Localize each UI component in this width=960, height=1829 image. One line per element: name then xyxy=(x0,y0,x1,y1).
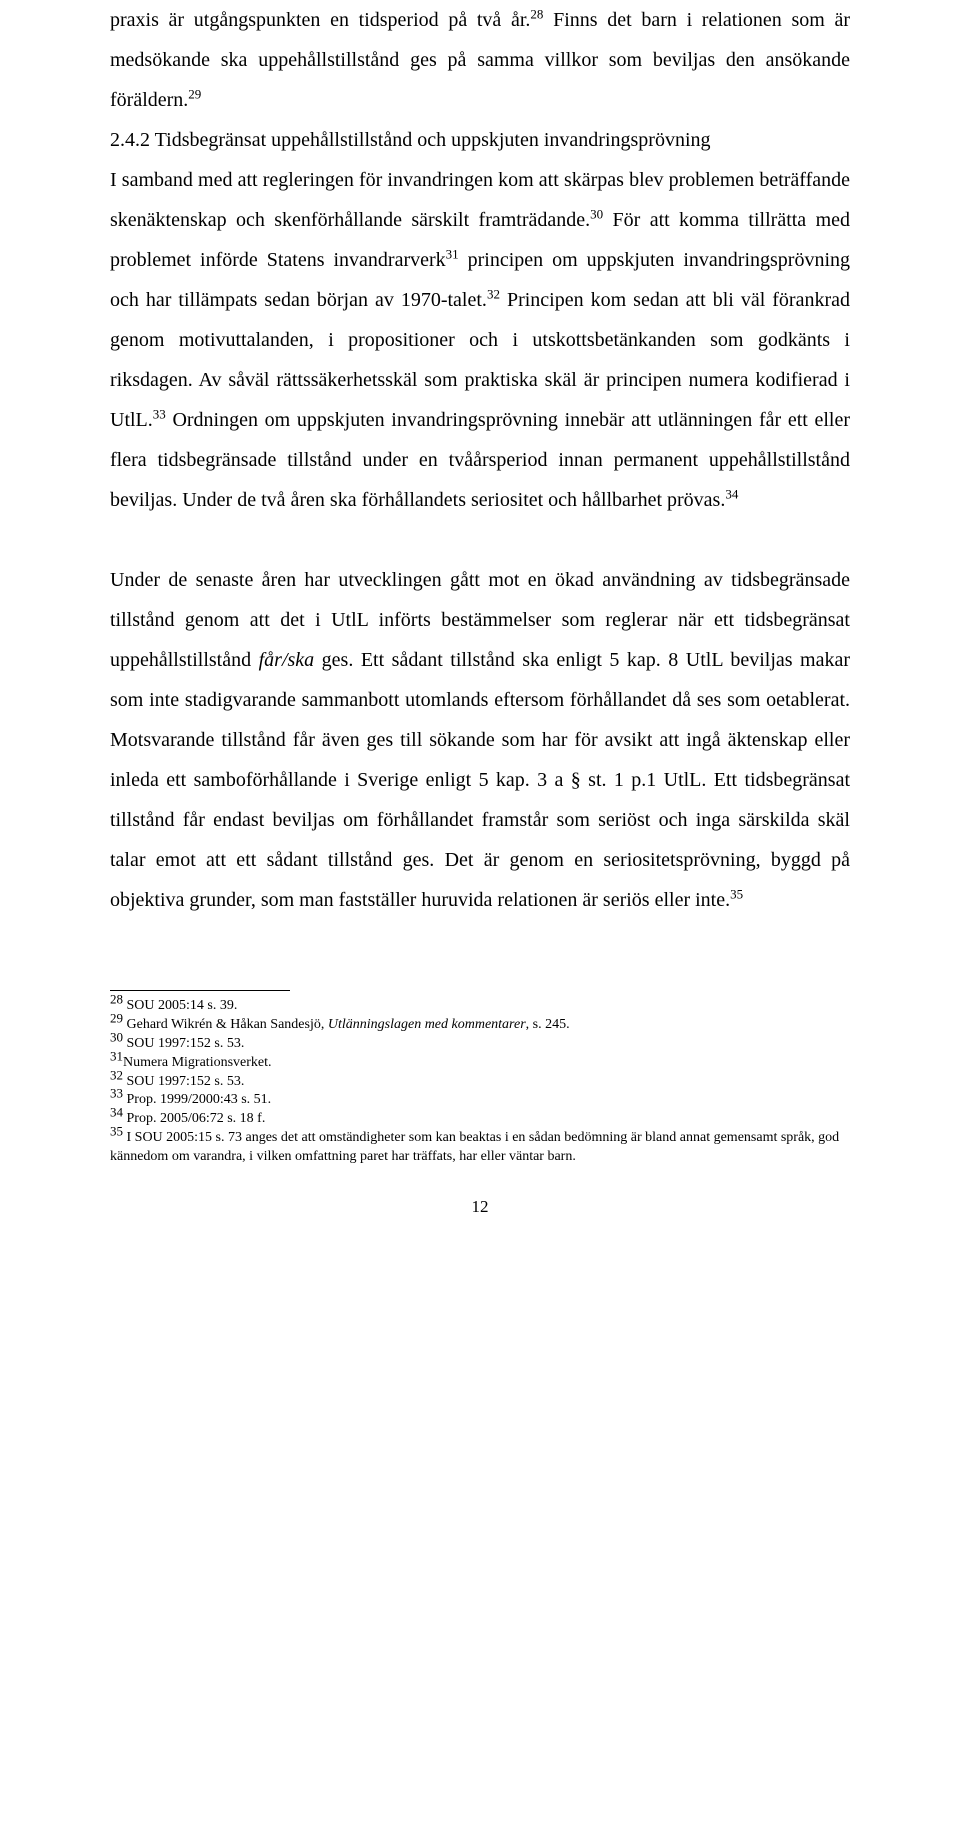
footnote-text: SOU 1997:152 s. 53. xyxy=(123,1036,244,1051)
footnote-text: Gehard Wikrén & Håkan Sandesjö, xyxy=(123,1017,328,1032)
paragraph-2: I samband med att regleringen för invand… xyxy=(110,160,850,520)
page-number: 12 xyxy=(110,1197,850,1217)
footnote-num: 34 xyxy=(110,1105,123,1120)
footnote-text: Prop. 2005/06:72 s. 18 f. xyxy=(123,1111,265,1126)
footnote-ref-31: 31 xyxy=(446,246,459,261)
footnote-text: Prop. 1999/2000:43 s. 51. xyxy=(123,1092,271,1107)
text: praxis är utgångspunkten en tidsperiod p… xyxy=(110,9,530,31)
footnote-num: 31 xyxy=(110,1048,123,1063)
footnote-ref-32: 32 xyxy=(487,286,500,301)
italic-text: får/ska xyxy=(259,649,315,671)
footnote-ref-34: 34 xyxy=(725,486,738,501)
footnote-num: 30 xyxy=(110,1029,123,1044)
footnote-text: Numera Migrationsverket. xyxy=(123,1055,272,1070)
footnote-italic: Utlänningslagen med kommentarer xyxy=(328,1017,526,1032)
paragraph-1: praxis är utgångspunkten en tidsperiod p… xyxy=(110,0,850,120)
footnote-ref-30: 30 xyxy=(590,206,603,221)
footnote-29: 29 Gehard Wikrén & Håkan Sandesjö, Utlän… xyxy=(110,1016,850,1035)
footnote-text: SOU 2005:14 s. 39. xyxy=(123,998,237,1013)
footnote-text: I SOU 2005:15 s. 73 anges det att omstän… xyxy=(110,1130,839,1164)
footnote-34: 34 Prop. 2005/06:72 s. 18 f. xyxy=(110,1110,850,1129)
footnote-num: 32 xyxy=(110,1067,123,1082)
footnote-num: 29 xyxy=(110,1010,123,1025)
heading-2-4-2: 2.4.2 Tidsbegränsat uppehållstillstånd o… xyxy=(110,120,850,160)
footnote-ref-28: 28 xyxy=(530,6,543,21)
footnote-35: 35 I SOU 2005:15 s. 73 anges det att oms… xyxy=(110,1129,850,1167)
footnote-text: , s. 245. xyxy=(526,1017,570,1032)
footnote-ref-35: 35 xyxy=(730,886,743,901)
footnote-separator xyxy=(110,990,290,991)
footnote-num: 28 xyxy=(110,991,123,1006)
footnote-ref-29: 29 xyxy=(188,86,201,101)
paragraph-3: Under de senaste åren har utvecklingen g… xyxy=(110,560,850,920)
footnote-28: 28 SOU 2005:14 s. 39. xyxy=(110,997,850,1016)
footnote-31: 31Numera Migrationsverket. xyxy=(110,1054,850,1073)
text: Ordningen om uppskjuten invandringsprövn… xyxy=(110,409,850,511)
page: praxis är utgångspunkten en tidsperiod p… xyxy=(0,0,960,1257)
footnote-ref-33: 33 xyxy=(153,406,166,421)
footnote-num: 33 xyxy=(110,1086,123,1101)
footnote-30: 30 SOU 1997:152 s. 53. xyxy=(110,1035,850,1054)
footnote-num: 35 xyxy=(110,1124,123,1139)
footnote-32: 32 SOU 1997:152 s. 53. xyxy=(110,1073,850,1092)
text: ges. Ett sådant tillstånd ska enligt 5 k… xyxy=(110,649,850,911)
footnote-text: SOU 1997:152 s. 53. xyxy=(123,1074,244,1089)
footnotes: 28 SOU 2005:14 s. 39. 29 Gehard Wikrén &… xyxy=(110,997,850,1167)
footnote-33: 33 Prop. 1999/2000:43 s. 51. xyxy=(110,1091,850,1110)
